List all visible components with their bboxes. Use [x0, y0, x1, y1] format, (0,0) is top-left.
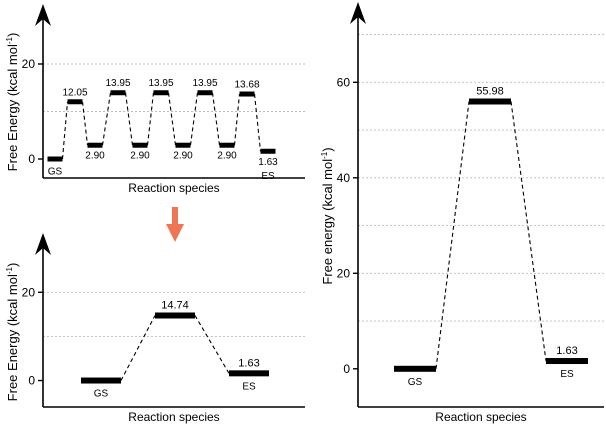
energy-level-bar	[132, 142, 148, 148]
energy-value-label: 55.98	[476, 85, 504, 97]
arrow-head	[166, 224, 184, 242]
y-axis-arrow-icon	[35, 233, 51, 255]
energy-level-bar	[229, 370, 269, 377]
x-axis-label: Reaction species	[128, 181, 219, 195]
energy-value-label: 13.68	[234, 80, 259, 91]
chart-top-left: 0 20 Reaction species Free Energy (kcal mol…	[5, 4, 305, 195]
x-axis-label: Reaction species	[128, 410, 219, 424]
state-label: GS	[408, 377, 423, 388]
energy-level-bar	[67, 99, 83, 105]
connector-line	[124, 92, 134, 146]
connector-line	[146, 92, 155, 146]
arrow-shaft	[172, 207, 178, 227]
energy-level-bar	[175, 142, 191, 148]
connector-line	[435, 101, 470, 369]
state-label: ES	[261, 171, 275, 182]
y-tick-label: 20	[22, 285, 36, 299]
connector-line	[510, 101, 547, 362]
y-axis-label: Free Energy (kcal mol-1)	[5, 33, 20, 172]
energy-level-bar	[219, 142, 235, 148]
connector-line	[211, 92, 221, 146]
energy-level-bar	[153, 90, 169, 96]
chart-right: 0 20 40 60 Reaction species Free energy (kcal…	[320, 2, 604, 424]
down-arrow-icon	[166, 207, 184, 242]
connector-line	[233, 93, 241, 146]
y-axis-arrow-icon	[35, 4, 51, 26]
energy-value-label: 1.63	[258, 157, 278, 168]
energy-level-bar	[81, 377, 121, 384]
energy-value-label: 1.63	[238, 357, 259, 369]
connector-line	[101, 92, 112, 146]
energy-level-bar	[546, 358, 588, 365]
energy-value-label: 2.90	[85, 151, 105, 162]
chart-bottom-left: 0 20 Reaction species Free Energy (kcal mol…	[5, 233, 305, 424]
energy-level-bar	[87, 142, 103, 148]
y-tick-label: 20	[337, 266, 351, 280]
connector-line	[61, 101, 69, 160]
energy-value-label: 1.63	[556, 345, 577, 357]
connector-line	[194, 315, 230, 374]
energy-value-label: 13.95	[148, 78, 173, 89]
energy-level-bar	[197, 90, 213, 96]
state-label: GS	[94, 389, 109, 400]
energy-value-label: 12.05	[62, 87, 87, 98]
energy-value-label: 13.95	[105, 78, 130, 89]
state-label: ES	[560, 369, 574, 380]
y-tick-label: 20	[22, 57, 36, 71]
energy-level-bar	[260, 148, 276, 154]
connector-line	[120, 315, 156, 381]
energy-level-bar	[155, 312, 195, 319]
y-axis-arrow-icon	[350, 2, 366, 24]
energy-value-label: 2.90	[217, 151, 237, 162]
x-axis-label: Reaction species	[435, 410, 526, 424]
energy-value-label: 2.90	[173, 151, 193, 162]
energy-level-bar	[394, 365, 436, 372]
energy-level-bar	[239, 91, 255, 97]
connector-line	[167, 92, 177, 146]
y-axis-label: Free Energy (kcal mol-1)	[5, 263, 20, 402]
state-label: ES	[242, 381, 256, 392]
energy-level-bar	[47, 156, 63, 162]
y-tick-label: 0	[343, 362, 350, 376]
energy-value-label: 13.95	[192, 78, 217, 89]
state-label: GS	[48, 167, 63, 178]
connector-line	[253, 93, 262, 152]
energy-value-label: 2.90	[130, 151, 150, 162]
y-tick-label: 0	[28, 152, 35, 166]
energy-level-bar	[469, 98, 511, 105]
y-tick-label: 60	[337, 75, 351, 89]
connector-line	[189, 92, 199, 146]
connector-line	[81, 101, 89, 146]
y-axis-label: Free energy (kcal mol-1)	[320, 147, 335, 284]
y-tick-label: 40	[337, 171, 351, 185]
energy-level-bar	[110, 90, 126, 96]
energy-value-label: 14.74	[161, 300, 189, 312]
y-tick-label: 0	[28, 374, 35, 388]
